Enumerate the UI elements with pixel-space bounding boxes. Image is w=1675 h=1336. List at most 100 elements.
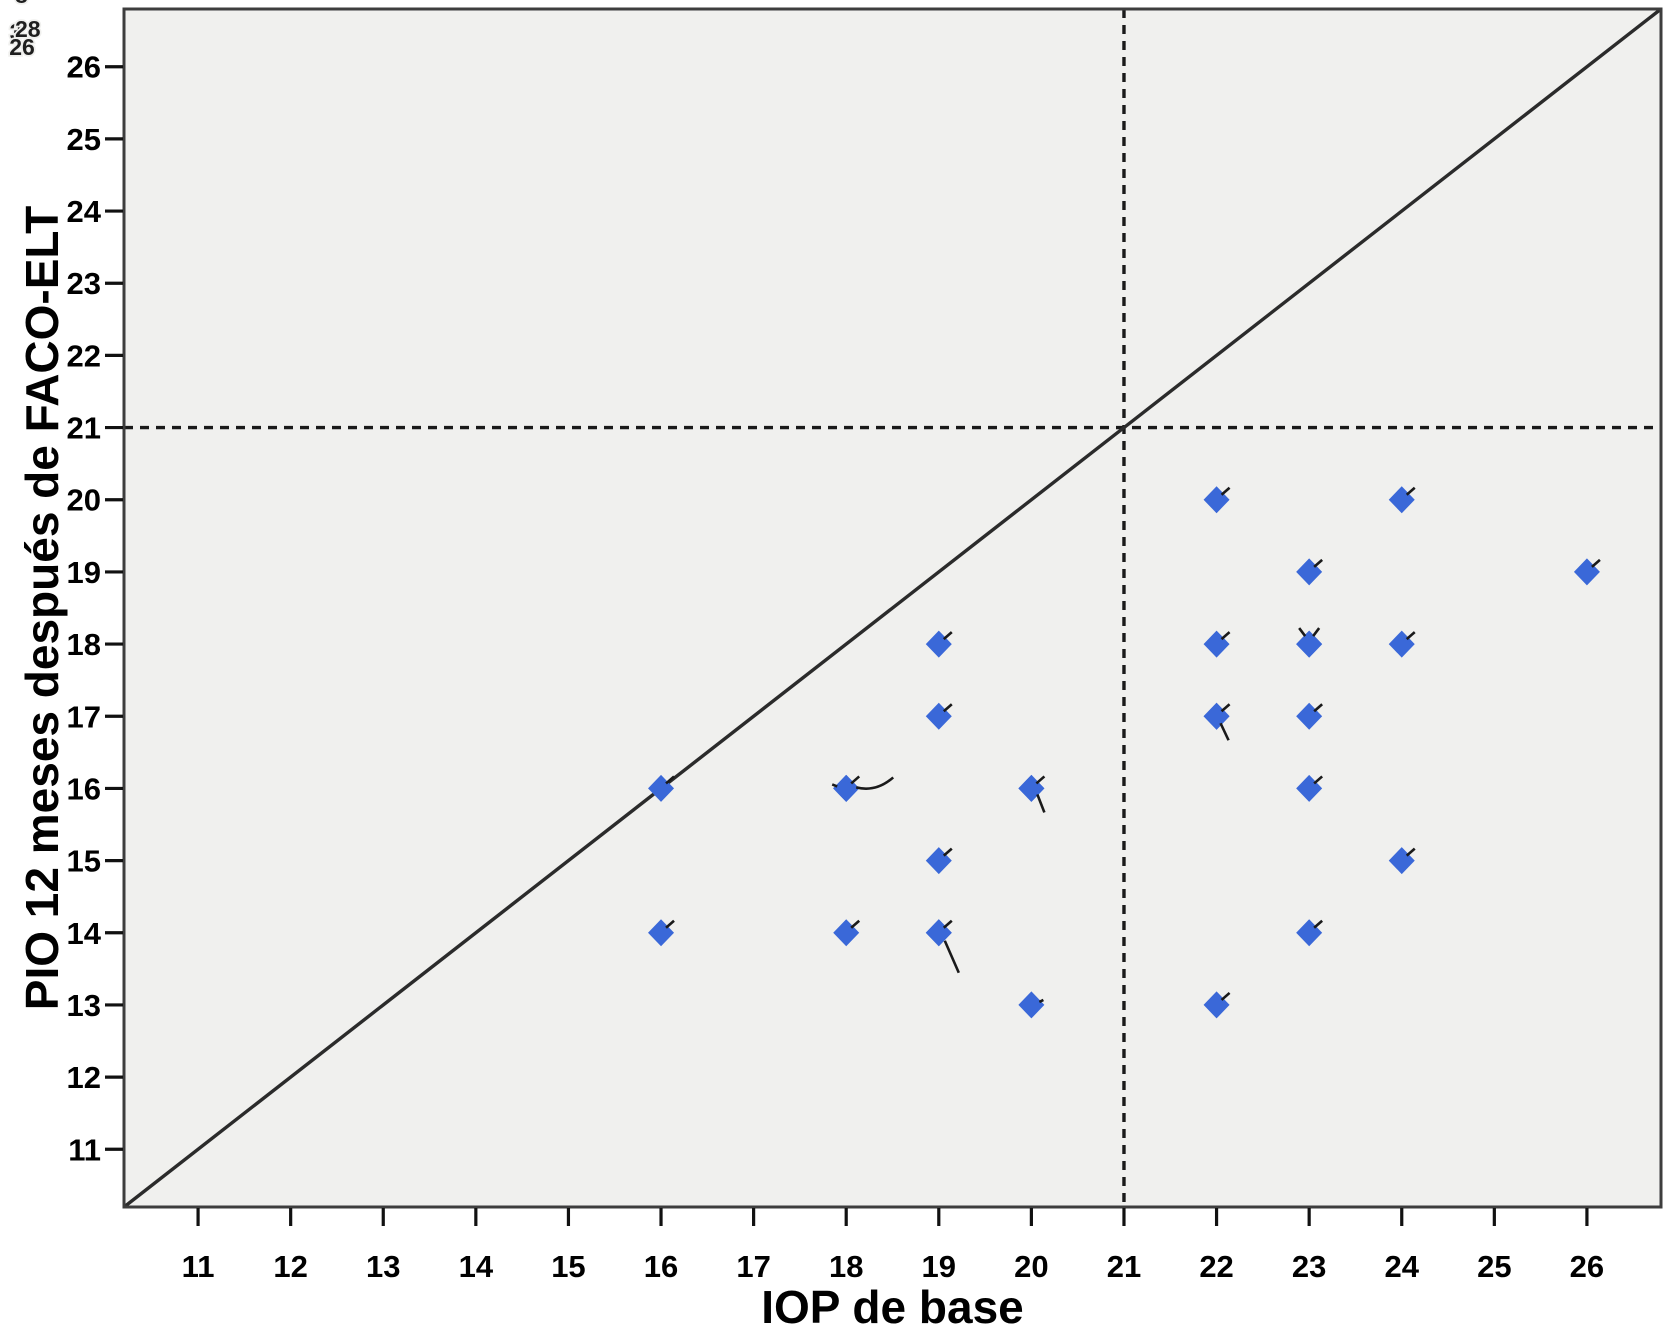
label-connector-16	[1313, 919, 1324, 929]
y-tick-label-11: 11	[68, 1132, 101, 1167]
point-annotation-17	[1312, 627, 1321, 637]
y-tick-label-21: 21	[67, 411, 101, 446]
label-connector-27	[665, 775, 675, 785]
point-annotation-2	[1220, 486, 1231, 496]
y-tick-label-15: 15	[67, 844, 101, 879]
identity-line	[122, 7, 1663, 1209]
x-tick-label-24: 24	[1385, 1249, 1420, 1284]
point-annotation-21	[1298, 627, 1307, 637]
point-annotation-25	[1035, 775, 1046, 785]
y-tick-label-16: 16	[67, 771, 101, 806]
data-point-19	[1388, 486, 1415, 514]
point-annotation-20	[1405, 631, 1416, 641]
label-connector-29	[1405, 847, 1416, 857]
label-connector-23	[942, 847, 953, 857]
y-tick-label-26: 26	[67, 50, 101, 85]
label-connector-7	[850, 775, 861, 785]
point-annotation-23	[942, 847, 953, 857]
point-annotation-19	[1405, 486, 1416, 496]
x-tick-label-26: 26	[1570, 1249, 1604, 1284]
point-annotation-26	[943, 940, 960, 974]
label-connector-22	[850, 919, 861, 929]
y-tick-label-12: 12	[67, 1060, 101, 1095]
point-annotation-8	[1038, 998, 1044, 1004]
x-tick-label-14: 14	[459, 1249, 494, 1284]
label-connector-9	[1313, 558, 1324, 568]
x-tick-label-25: 25	[1477, 1249, 1511, 1284]
x-tick-label-12: 12	[273, 1249, 307, 1284]
y-tick-label-14: 14	[67, 916, 102, 951]
label-connector-2	[1220, 486, 1231, 496]
x-tick-label-17: 17	[736, 1249, 770, 1284]
x-tick-label-15: 15	[551, 1249, 585, 1284]
point-annotation-24	[1220, 703, 1231, 713]
point-label-8: 8	[15, 0, 28, 8]
x-tick-label-16: 16	[644, 1249, 678, 1284]
y-tick-label-22: 22	[67, 338, 101, 373]
point-label-26: 26	[9, 34, 35, 60]
label-connector-14	[942, 703, 953, 713]
label-connector-19	[1405, 486, 1416, 496]
data-point-8	[1018, 991, 1045, 1019]
point-annotation-13	[1220, 631, 1231, 641]
y-tick-label-18: 18	[67, 627, 101, 662]
point-annotation-22	[850, 919, 861, 929]
label-connector-28	[1036, 793, 1046, 813]
label-connector-15	[1220, 991, 1231, 1001]
point-label-28: 28	[15, 16, 41, 42]
x-tick-label-19: 19	[922, 1249, 956, 1284]
point-annotation-16	[1313, 919, 1324, 929]
label-connector-17	[1312, 627, 1321, 637]
data-point-21	[1296, 630, 1323, 658]
point-annotation-9	[1313, 558, 1324, 568]
label-connector-26	[943, 940, 960, 974]
label-connector-6	[1591, 558, 1601, 568]
point-annotation-28	[1036, 793, 1046, 813]
y-tick-label-13: 13	[67, 988, 101, 1023]
point-annotation-27	[665, 775, 675, 785]
point-label-3: 3	[10, 19, 23, 45]
point-annotation-5	[942, 631, 953, 641]
label-connector-24	[1220, 703, 1231, 713]
y-tick-label-17: 17	[67, 699, 101, 734]
point-annotation-14	[942, 703, 953, 713]
label-connector-5	[942, 631, 953, 641]
x-tick-label-18: 18	[829, 1249, 863, 1284]
label-connector-3	[1219, 722, 1230, 741]
x-tick-label-22: 22	[1199, 1249, 1233, 1284]
label-connector-10	[1313, 775, 1324, 785]
point-annotation-1	[942, 919, 953, 929]
label-connector-8	[1038, 998, 1044, 1004]
x-tick-label-11: 11	[182, 1249, 215, 1284]
point-annotation-15	[1220, 991, 1231, 1001]
y-axis-title: PIO 12 meses después de FACO-ELT	[16, 205, 68, 1011]
y-tick-label-19: 19	[67, 555, 101, 590]
point-annotation-10	[1313, 775, 1324, 785]
label-connector-25	[1035, 775, 1046, 785]
x-tick-label-20: 20	[1014, 1249, 1048, 1284]
point-annotation-29	[1405, 847, 1416, 857]
y-tick-label-24: 24	[67, 194, 102, 229]
x-tick-label-21: 21	[1107, 1249, 1141, 1284]
label-connector-13	[1220, 631, 1231, 641]
point-annotation-12	[831, 783, 838, 788]
label-connector-12	[831, 783, 838, 788]
label-connector-18	[665, 919, 675, 929]
y-tick-label-23: 23	[67, 266, 101, 301]
y-tick-label-25: 25	[67, 122, 101, 157]
point-annotation-7	[850, 775, 861, 785]
x-tick-label-13: 13	[366, 1249, 400, 1284]
label-connector-20	[1405, 631, 1416, 641]
x-tick-label-23: 23	[1292, 1249, 1326, 1284]
point-annotation-3	[1219, 722, 1230, 741]
label-connector-11	[1313, 703, 1324, 713]
point-annotation-4	[855, 776, 895, 790]
label-connector-21	[1298, 627, 1307, 637]
label-connector-4	[855, 776, 895, 790]
plot-frame	[122, 7, 1663, 1209]
y-tick-label-20: 20	[67, 483, 101, 518]
point-annotation-6	[1591, 558, 1601, 568]
data-point-2	[1203, 486, 1230, 514]
point-annotation-11	[1313, 703, 1324, 713]
